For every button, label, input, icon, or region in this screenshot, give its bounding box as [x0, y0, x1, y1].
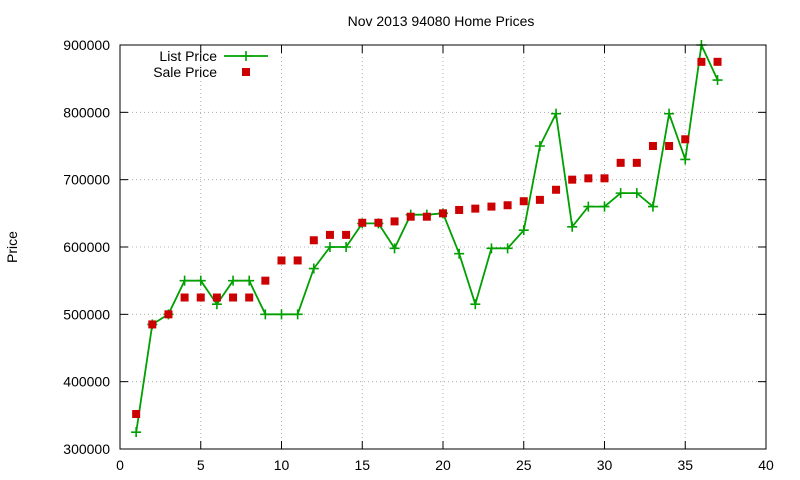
list-price-point	[324, 242, 335, 252]
sale-price-point	[616, 158, 625, 167]
sale-price-point	[568, 175, 577, 184]
sale-price-point	[390, 217, 399, 226]
sale-price-point	[422, 212, 431, 221]
list-price-point	[631, 188, 642, 199]
sale-price-point	[132, 409, 141, 418]
list-price-point	[599, 201, 610, 212]
x-tick-label: 40	[758, 457, 774, 473]
sale-price-point	[229, 293, 238, 302]
plot-frame	[119, 44, 767, 450]
list-price-point	[567, 221, 578, 232]
list-price-point	[583, 201, 594, 212]
legend-marker	[242, 68, 250, 76]
sale-price-point	[196, 293, 205, 302]
sale-price-point	[245, 293, 254, 302]
list-price-point	[518, 225, 529, 236]
list-price-point	[179, 275, 190, 286]
x-tick-label: 10	[274, 457, 290, 473]
sale-price-point	[697, 57, 706, 66]
legend-marker	[241, 51, 251, 61]
sale-price-point	[374, 218, 383, 227]
sale-price-point	[148, 320, 157, 329]
sale-price-point	[342, 230, 351, 239]
y-tick-label: 300000	[63, 441, 110, 457]
list-price-point	[647, 201, 658, 212]
sale-price-point	[535, 195, 544, 204]
list-price-point	[195, 275, 206, 286]
list-price-point	[502, 243, 513, 254]
list-price-point	[389, 243, 400, 254]
sale-price-point	[519, 197, 528, 206]
x-tick-label: 0	[116, 457, 124, 473]
legend-label: List Price	[159, 48, 217, 64]
sale-price-point	[455, 205, 464, 214]
legend-label: Sale Price	[153, 64, 217, 80]
list-price-point	[470, 299, 481, 310]
sale-price-point	[487, 202, 496, 211]
sale-price-point	[309, 236, 318, 245]
list-price-point	[486, 243, 497, 254]
y-tick-label: 900000	[63, 37, 110, 53]
y-axis-label: Price	[4, 231, 20, 263]
sale-price-point	[648, 142, 657, 150]
list-price-point	[308, 263, 319, 274]
sale-price-point	[180, 293, 189, 302]
sale-price-point	[681, 135, 690, 144]
chart-title: Nov 2013 94080 Home Prices	[348, 13, 535, 29]
sale-price-point	[665, 142, 674, 150]
y-tick-label: 700000	[63, 172, 110, 188]
list-price-point	[341, 242, 352, 252]
sale-price-point	[713, 57, 722, 66]
list-price-point	[615, 188, 626, 199]
sale-price-point	[584, 174, 593, 183]
list-price-point	[276, 309, 287, 320]
list-price-point	[712, 75, 723, 86]
sale-price-point	[600, 174, 609, 183]
list-price-point	[551, 108, 562, 119]
sale-price-point	[406, 212, 415, 221]
x-tick-label: 20	[435, 457, 451, 473]
list-price-point	[534, 141, 545, 151]
list-price-point	[228, 275, 239, 286]
x-tick-label: 15	[354, 457, 370, 473]
list-price-point	[680, 154, 691, 165]
series-layer	[131, 40, 723, 438]
sale-price-point	[277, 256, 286, 265]
list-price-line	[135, 41, 719, 433]
list-price-point	[664, 108, 675, 119]
sale-price-point	[552, 185, 561, 194]
axis-ticks: 0 5 10 15 20 25 30 35 40 300000 400000 500000 600000…	[63, 37, 774, 473]
sale-price-point	[212, 293, 221, 302]
list-price-point	[454, 248, 465, 259]
y-tick-label: 800000	[63, 104, 110, 120]
y-tick-label: 400000	[63, 374, 110, 390]
sale-price-point	[293, 256, 302, 265]
sale-price-point	[164, 310, 173, 319]
x-tick-label: 25	[516, 457, 532, 473]
grid-lines	[120, 45, 766, 449]
sale-price-point	[439, 209, 447, 218]
x-tick-label: 30	[597, 457, 613, 473]
x-tick-label: 35	[677, 457, 693, 473]
list-price-point	[131, 427, 142, 438]
sale-price-point	[325, 230, 334, 239]
sale-price-point	[632, 158, 641, 167]
sale-price-point	[471, 204, 480, 213]
list-price-point	[292, 309, 303, 320]
sale-price-point	[503, 201, 512, 210]
list-price-point	[244, 275, 255, 286]
y-tick-label: 600000	[63, 239, 110, 255]
y-tick-label: 500000	[63, 306, 110, 322]
list-price-point	[260, 309, 271, 320]
x-tick-label: 5	[197, 457, 205, 473]
sale-price-point	[358, 218, 367, 227]
sale-price-point	[261, 276, 270, 285]
